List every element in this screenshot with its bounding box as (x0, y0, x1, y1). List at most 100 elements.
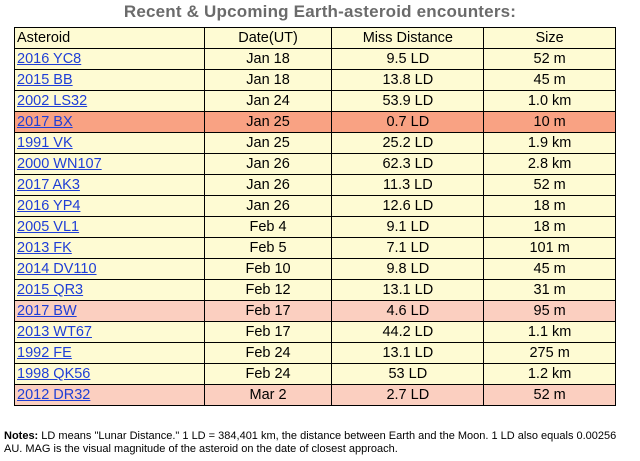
table-row: 2017 AK3 Jan 26 11.3 LD 52 m (14, 174, 616, 196)
size-cell: 1.0 km (483, 90, 616, 112)
date-cell: Jan 25 (203, 132, 333, 154)
size-cell: 45 m (483, 258, 616, 280)
asteroid-cell: 2000 WN107 (14, 153, 205, 175)
date-cell: Jan 18 (203, 48, 333, 70)
column-header-size: Size (483, 27, 616, 49)
asteroid-link[interactable]: 2015 QR3 (17, 282, 84, 298)
asteroid-cell: 2014 DV110 (14, 258, 205, 280)
miss-distance-cell: 13.8 LD (331, 69, 485, 91)
column-header-asteroid: Asteroid (14, 27, 205, 49)
date-cell: Feb 17 (203, 300, 333, 322)
miss-distance-cell: 44.2 LD (331, 321, 485, 343)
date-cell: Feb 10 (203, 258, 333, 280)
date-cell: Jan 26 (203, 153, 333, 175)
asteroid-link[interactable]: 2016 YP4 (17, 198, 81, 214)
miss-distance-cell: 12.6 LD (331, 195, 485, 217)
asteroid-link[interactable]: 2015 BB (17, 72, 73, 88)
asteroid-cell: 2017 BX (14, 111, 205, 133)
table-row: 1991 VK Jan 25 25.2 LD 1.9 km (14, 132, 616, 154)
asteroid-cell: 1992 FE (14, 342, 205, 364)
date-cell: Feb 5 (203, 237, 333, 259)
date-cell: Jan 26 (203, 174, 333, 196)
table-row: 2000 WN107 Jan 26 62.3 LD 2.8 km (14, 153, 616, 175)
miss-distance-cell: 4.6 LD (331, 300, 485, 322)
asteroid-link[interactable]: 2013 FK (17, 240, 72, 256)
notes-text: LD means "Lunar Distance." 1 LD = 384,40… (4, 430, 617, 455)
date-cell: Feb 24 (203, 342, 333, 364)
date-cell: Feb 12 (203, 279, 333, 301)
asteroid-link[interactable]: 2017 BW (17, 303, 77, 319)
header-row: Asteroid Date(UT) Miss Distance Size (14, 27, 616, 49)
asteroid-cell: 2012 DR32 (14, 384, 205, 406)
asteroid-link[interactable]: 2014 DV110 (17, 261, 97, 277)
table-row: 2015 QR3 Feb 12 13.1 LD 31 m (14, 279, 616, 301)
asteroid-link[interactable]: 2017 BX (17, 114, 73, 130)
size-cell: 31 m (483, 279, 616, 301)
date-cell: Feb 24 (203, 363, 333, 385)
column-header-miss-distance: Miss Distance (331, 27, 485, 49)
asteroid-link[interactable]: 1998 QK56 (17, 366, 91, 382)
table-row: 2013 WT67 Feb 17 44.2 LD 1.1 km (14, 321, 616, 343)
table-row: 2014 DV110 Feb 10 9.8 LD 45 m (14, 258, 616, 280)
table-row: 2005 VL1 Feb 4 9.1 LD 18 m (14, 216, 616, 238)
table-row: 2017 BX Jan 25 0.7 LD 10 m (14, 111, 616, 133)
table-row: 2017 BW Feb 17 4.6 LD 95 m (14, 300, 616, 322)
miss-distance-cell: 9.5 LD (331, 48, 485, 70)
size-cell: 101 m (483, 237, 616, 259)
date-cell: Mar 2 (203, 384, 333, 406)
table-title: Recent & Upcoming Earth-asteroid encount… (123, 2, 517, 21)
asteroid-cell: 2015 BB (14, 69, 205, 91)
size-cell: 1.2 km (483, 363, 616, 385)
asteroid-cell: 2005 VL1 (14, 216, 205, 238)
miss-distance-cell: 2.7 LD (331, 384, 485, 406)
table-row: 2015 BB Jan 18 13.8 LD 45 m (14, 69, 616, 91)
size-cell: 1.9 km (483, 132, 616, 154)
size-cell: 18 m (483, 195, 616, 217)
asteroid-link[interactable]: 2005 VL1 (17, 219, 80, 235)
miss-distance-cell: 7.1 LD (331, 237, 485, 259)
date-cell: Jan 24 (203, 90, 333, 112)
miss-distance-cell: 53.9 LD (331, 90, 485, 112)
notes-label: Notes: (4, 430, 39, 442)
miss-distance-cell: 9.8 LD (331, 258, 485, 280)
miss-distance-cell: 53 LD (331, 363, 485, 385)
asteroid-link[interactable]: 2012 DR32 (17, 387, 91, 403)
size-cell: 18 m (483, 216, 616, 238)
asteroid-link[interactable]: 2000 WN107 (17, 156, 102, 172)
asteroid-cell: 2017 AK3 (14, 174, 205, 196)
table-row: 1992 FE Feb 24 13.1 LD 275 m (14, 342, 616, 364)
size-cell: 52 m (483, 174, 616, 196)
table-row: 1998 QK56 Feb 24 53 LD 1.2 km (14, 363, 616, 385)
asteroid-cell: 2013 WT67 (14, 321, 205, 343)
asteroid-cell: 2017 BW (14, 300, 205, 322)
size-cell: 10 m (483, 111, 616, 133)
asteroid-cell: 2016 YC8 (14, 48, 205, 70)
miss-distance-cell: 13.1 LD (331, 342, 485, 364)
size-cell: 1.1 km (483, 321, 616, 343)
miss-distance-cell: 0.7 LD (331, 111, 485, 133)
asteroid-link[interactable]: 2013 WT67 (17, 324, 92, 340)
asteroid-link[interactable]: 2017 AK3 (17, 177, 80, 193)
notes: Notes: LD means "Lunar Distance." 1 LD =… (4, 430, 636, 456)
date-cell: Jan 26 (203, 195, 333, 217)
size-cell: 52 m (483, 384, 616, 406)
table-row: 2016 YC8 Jan 18 9.5 LD 52 m (14, 48, 616, 70)
table-body: 2016 YC8 Jan 18 9.5 LD 52 m 2015 BB Jan 18 13.… (14, 48, 616, 406)
asteroid-cell: 2016 YP4 (14, 195, 205, 217)
asteroid-cell: 1998 QK56 (14, 363, 205, 385)
table-row: 2016 YP4 Jan 26 12.6 LD 18 m (14, 195, 616, 217)
size-cell: 52 m (483, 48, 616, 70)
size-cell: 275 m (483, 342, 616, 364)
table-row: 2012 DR32 Mar 2 2.7 LD 52 m (14, 384, 616, 406)
encounters-table: Asteroid Date(UT) Miss Distance Size 201… (14, 27, 616, 406)
size-cell: 45 m (483, 69, 616, 91)
asteroid-link[interactable]: 1991 VK (17, 135, 73, 151)
asteroid-link[interactable]: 2016 YC8 (17, 51, 82, 67)
miss-distance-cell: 25.2 LD (331, 132, 485, 154)
date-cell: Feb 17 (203, 321, 333, 343)
asteroid-link[interactable]: 2002 LS32 (17, 93, 88, 109)
asteroid-link[interactable]: 1992 FE (17, 345, 72, 361)
asteroid-cell: 2013 FK (14, 237, 205, 259)
date-cell: Jan 25 (203, 111, 333, 133)
miss-distance-cell: 11.3 LD (331, 174, 485, 196)
